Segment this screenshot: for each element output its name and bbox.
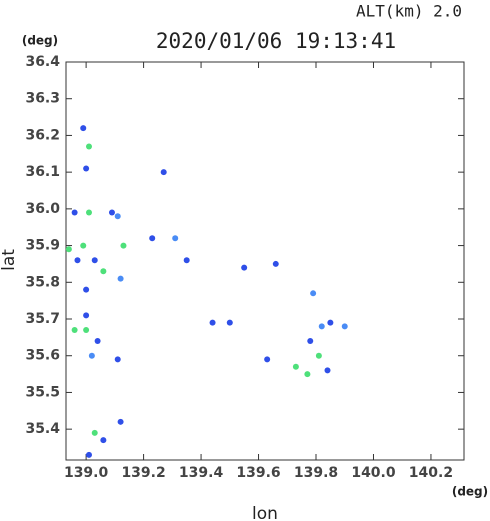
echo-point bbox=[120, 242, 127, 249]
echo-point bbox=[71, 209, 78, 216]
echo-point bbox=[226, 319, 233, 326]
y-tick-label: 35.6 bbox=[25, 348, 60, 364]
echo-point bbox=[114, 356, 121, 363]
echo-point bbox=[65, 246, 72, 253]
echo-point bbox=[91, 429, 98, 436]
x-axis-label: lon bbox=[252, 504, 278, 521]
x-tick-label: 140.2 bbox=[409, 465, 453, 481]
x-tick-label: 139.4 bbox=[179, 465, 224, 481]
echo-point bbox=[83, 327, 90, 334]
echo-point bbox=[264, 356, 271, 363]
echo-point bbox=[80, 125, 87, 132]
echo-point bbox=[172, 235, 179, 242]
y-tick-label: 36.2 bbox=[25, 127, 60, 143]
echo-point bbox=[160, 169, 167, 176]
echo-point bbox=[85, 209, 92, 216]
y-tick-label: 36.4 bbox=[25, 54, 60, 70]
echo-point bbox=[241, 264, 248, 271]
altitude-label: ALT(km) 2.0 bbox=[356, 2, 462, 21]
y-tick-label: 35.8 bbox=[25, 274, 60, 290]
echo-point bbox=[272, 260, 279, 267]
echo-point bbox=[100, 268, 107, 275]
echo-point bbox=[114, 213, 121, 220]
x-tick-label: 139.2 bbox=[121, 465, 165, 481]
echo-point bbox=[83, 312, 90, 319]
echo-point bbox=[83, 286, 90, 293]
echo-point bbox=[94, 338, 101, 345]
echo-point bbox=[307, 338, 314, 345]
echo-point bbox=[149, 235, 156, 242]
echo-point bbox=[117, 275, 124, 282]
y-axis-label: lat bbox=[0, 249, 19, 271]
echo-point bbox=[341, 323, 348, 330]
echo-point bbox=[71, 327, 78, 334]
x-tick-label: 139.0 bbox=[64, 465, 109, 481]
echo-point bbox=[88, 352, 95, 359]
echo-point bbox=[310, 290, 317, 297]
y-tick-label: 35.7 bbox=[25, 311, 60, 327]
x-tick-label: 139.6 bbox=[236, 465, 280, 481]
plot-frame bbox=[65, 61, 465, 461]
echo-point bbox=[315, 352, 322, 359]
echo-point bbox=[91, 257, 98, 264]
echo-point bbox=[85, 143, 92, 150]
echo-point bbox=[209, 319, 216, 326]
echo-point bbox=[80, 242, 87, 249]
echo-point bbox=[74, 257, 81, 264]
y-unit: (deg) bbox=[22, 34, 58, 48]
x-tick-label: 140.0 bbox=[351, 465, 396, 481]
echo-point bbox=[83, 165, 90, 172]
echo-point bbox=[327, 319, 334, 326]
echo-point bbox=[117, 418, 124, 425]
echo-point bbox=[292, 363, 299, 370]
echo-point bbox=[324, 367, 331, 374]
chart-title: 2020/01/06 19:13:41 bbox=[156, 29, 396, 53]
echo-point bbox=[85, 451, 92, 458]
y-tick-label: 35.4 bbox=[25, 421, 60, 437]
echo-point bbox=[108, 209, 115, 216]
echo-point bbox=[304, 371, 311, 378]
x-unit: (deg) bbox=[452, 485, 488, 499]
y-tick-label: 35.9 bbox=[25, 238, 60, 254]
y-tick-label: 36.0 bbox=[25, 201, 60, 217]
y-tick-label: 35.5 bbox=[25, 384, 60, 400]
echo-point bbox=[183, 257, 190, 264]
echo-point bbox=[318, 323, 325, 330]
echo-point bbox=[100, 437, 107, 444]
x-tick-label: 139.8 bbox=[294, 465, 338, 481]
y-tick-label: 36.1 bbox=[25, 164, 60, 180]
y-tick-label: 36.3 bbox=[25, 91, 60, 107]
